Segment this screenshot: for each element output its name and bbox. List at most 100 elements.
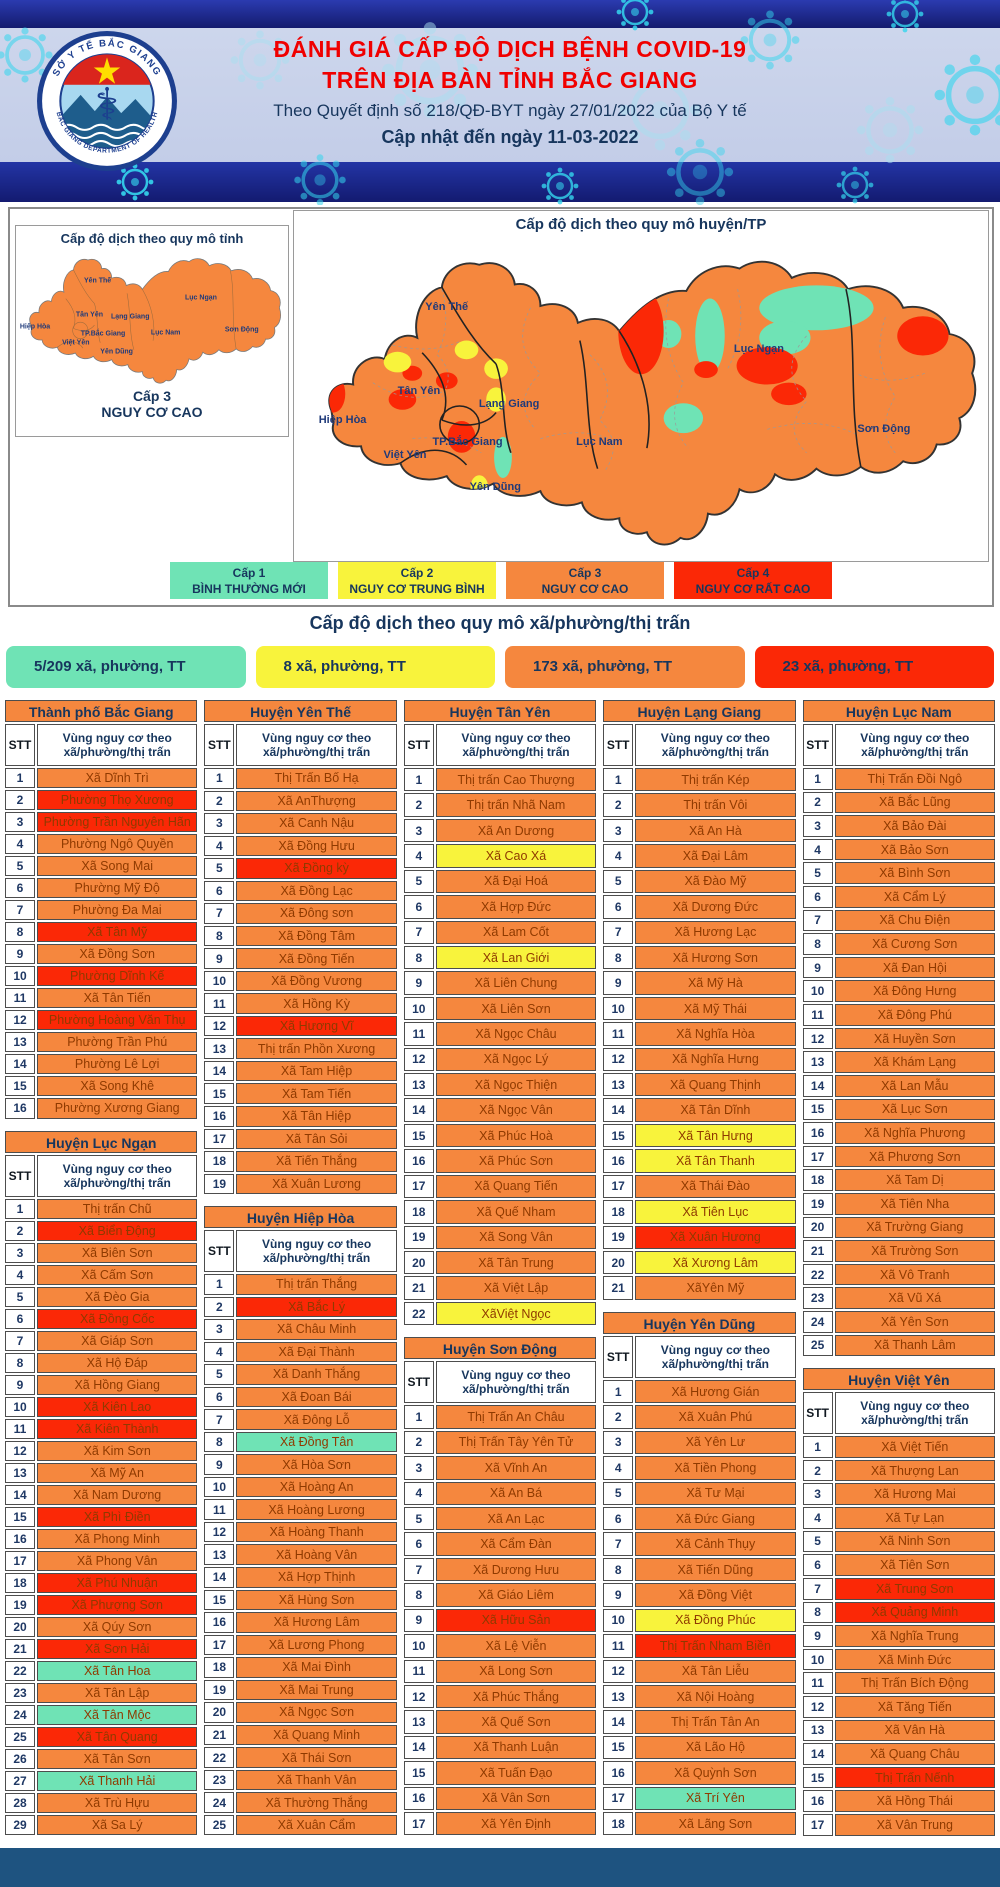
commune-cell: Xã Tân Tiến bbox=[37, 988, 198, 1009]
stt-cell: 19 bbox=[802, 1192, 833, 1215]
legend-level-2-desc: NGUY CƠ TRUNG BÌNH bbox=[349, 581, 485, 596]
table-row: 15 Xã Phì Điền bbox=[5, 1506, 198, 1527]
table-row: 16 Xã Tân Thanh bbox=[603, 1149, 796, 1173]
district-table: Huyện Lạng Giang STT Vùng nguy cơ theo xã/… bbox=[603, 700, 796, 1300]
table-row: 5 Xã Đại Hoá bbox=[403, 869, 597, 894]
commune-cell: Xã Quang Tiến bbox=[435, 1174, 597, 1199]
table-row: 13 Phường Trần Phú bbox=[5, 1032, 198, 1053]
province-level-desc: NGUY CƠ CAO bbox=[101, 404, 203, 420]
table-row: 21 Xã Sơn Hải bbox=[5, 1639, 198, 1660]
commune-cell: Xã Phương Sơn bbox=[834, 1145, 995, 1168]
commune-cell: Xã Xuân Lương bbox=[236, 1173, 397, 1195]
stt-cell: 17 bbox=[603, 1174, 634, 1199]
table-row: 2 Xã Bắc Lý bbox=[204, 1296, 397, 1318]
table-row: 11 Xã Hoàng Lương bbox=[204, 1499, 397, 1520]
table-rows: 1 Thị trấn Thắng 2 Xã Bắc Lý 3 Xã Châu Minh 4 X… bbox=[204, 1274, 397, 1836]
stt-cell: 1 bbox=[403, 768, 434, 792]
summary-badge-level-2: 8 xã, phường, TT bbox=[255, 646, 495, 688]
commune-cell: Xã Thượng Lan bbox=[834, 1459, 995, 1482]
table-row: 7 Xã Lam Cốt bbox=[403, 920, 597, 944]
commune-cell: Xã Long Sơn bbox=[435, 1659, 597, 1683]
commune-cell: Xã Chu Điện bbox=[834, 909, 995, 932]
stt-cell: 10 bbox=[603, 996, 634, 1021]
commune-cell: Xã Việt Lập bbox=[435, 1276, 597, 1300]
commune-cell: Xã Nghĩa Hưng bbox=[635, 1047, 796, 1072]
table-row: 6 Xã Đồng Cốc bbox=[5, 1308, 198, 1329]
stt-header-cell: STT bbox=[802, 724, 833, 766]
table-row: 5 Xã Ninh Sơn bbox=[802, 1530, 995, 1553]
district-table: Huyện Hiệp Hòa STT Vùng nguy cơ theo xã/ph… bbox=[204, 1206, 397, 1836]
table-row: 11 Xã Nghĩa Hòa bbox=[603, 1022, 796, 1046]
table-row: 13 Xã Quang Thịnh bbox=[603, 1073, 796, 1097]
commune-cell: Xã Xương Lâm bbox=[635, 1251, 796, 1275]
stt-cell: 1 bbox=[403, 1405, 434, 1429]
table-row: 3 Xã An Hà bbox=[603, 818, 796, 843]
district-table-header: Huyện Tân Yên bbox=[403, 700, 597, 722]
commune-cell: Xã Tân Hoa bbox=[37, 1661, 198, 1682]
commune-cell: Thị Trấn Nham Biền bbox=[635, 1634, 796, 1658]
table-row: 9 Xã Nghĩa Trung bbox=[802, 1625, 995, 1647]
stt-cell: 9 bbox=[403, 971, 434, 995]
table-row: 3 Xã Hương Mai bbox=[802, 1483, 995, 1506]
table-row: 16 Xã Vân Sơn bbox=[403, 1786, 597, 1811]
commune-cell: Xã Quế Sơn bbox=[435, 1710, 597, 1734]
commune-cell: Xã Đan Hội bbox=[834, 956, 995, 979]
table-subheader-row: STT Vùng nguy cơ theo xã/phường/thị trấn bbox=[603, 724, 796, 766]
commune-cell: Xã Nam Dương bbox=[37, 1484, 198, 1505]
commune-cell: Xã Đồng Hưu bbox=[236, 835, 397, 857]
stt-cell: 4 bbox=[802, 1507, 833, 1529]
stt-cell: 3 bbox=[204, 813, 235, 834]
stt-cell: 7 bbox=[204, 1409, 235, 1430]
stt-cell: 22 bbox=[204, 1747, 235, 1768]
district-table: Huyện Yên Thế STT Vùng nguy cơ theo xã/phư… bbox=[204, 700, 397, 1195]
subtitle: Theo Quyết định số 218/QĐ-BYT ngày 27/01… bbox=[273, 101, 747, 120]
table-row: 5 Xã Danh Thắng bbox=[204, 1364, 397, 1385]
stt-cell: 23 bbox=[5, 1683, 35, 1704]
commune-cell: Xã Trù Hựu bbox=[37, 1793, 198, 1814]
commune-cell: Xã Hoàng Vân bbox=[236, 1544, 397, 1565]
stt-cell: 12 bbox=[603, 1659, 634, 1683]
commune-cell: Xã Hợp Thịnh bbox=[236, 1567, 397, 1588]
table-row: 20 Xã Ngọc Sơn bbox=[204, 1702, 397, 1723]
commune-cell: Xã Hữu Sản bbox=[435, 1608, 597, 1633]
commune-cell: Xã Thường Thắng bbox=[236, 1792, 397, 1813]
stt-cell: 13 bbox=[802, 1051, 833, 1073]
commune-cell: Xã Đồng Tiến bbox=[236, 948, 397, 969]
table-row: 3 Xã Vĩnh An bbox=[403, 1456, 597, 1480]
commune-cell: Xã An Dương bbox=[435, 818, 597, 843]
stt-cell: 19 bbox=[204, 1679, 235, 1701]
district-table-header: Huyện Yên Thế bbox=[204, 700, 397, 722]
commune-cell: Thị Trấn Bích Động bbox=[834, 1672, 995, 1694]
svg-text:⚕: ⚕ bbox=[95, 78, 119, 130]
commune-cell: Phường Mỹ Độ bbox=[37, 878, 198, 899]
stt-cell: 7 bbox=[403, 920, 434, 944]
table-row: 1 Thị trấn Thắng bbox=[204, 1274, 397, 1295]
stt-cell: 15 bbox=[5, 1506, 35, 1527]
stt-cell: 2 bbox=[603, 793, 634, 817]
commune-cell: Xã Hoàng An bbox=[236, 1476, 397, 1498]
table-row: 10 Xã Đồng Phúc bbox=[603, 1608, 796, 1633]
legend-level-2-label: Cấp 2 bbox=[400, 565, 434, 580]
commune-cell: Xã Lão Hộ bbox=[635, 1735, 796, 1760]
commune-cell: Xã Châu Minh bbox=[236, 1319, 397, 1340]
table-rows: 1 Thị Trấn Đồi Ngô 2 Xã Bắc Lũng 3 Xã Bảo Đài… bbox=[802, 768, 995, 1357]
table-row: 4 Xã Đại Thành bbox=[204, 1341, 397, 1363]
stt-cell: 6 bbox=[5, 1308, 35, 1329]
stt-cell: 22 bbox=[403, 1301, 434, 1326]
stt-cell: 8 bbox=[5, 922, 35, 943]
commune-cell: Xã Đại Thành bbox=[236, 1341, 397, 1363]
commune-cell: Xã Bắc Lý bbox=[236, 1296, 397, 1318]
commune-cell: Phường Xương Giang bbox=[37, 1098, 198, 1119]
table-row: 14 Xã Thanh Luận bbox=[403, 1735, 597, 1760]
province-map-title: Cấp độ dịch theo quy mô tỉnh bbox=[60, 231, 244, 246]
stt-cell: 3 bbox=[403, 1456, 434, 1480]
commune-cell: Xã Tăng Tiến bbox=[834, 1695, 995, 1718]
table-row: 12 Xã Kim Sơn bbox=[5, 1440, 198, 1461]
table-row: 2 Xã AnThượng bbox=[204, 790, 397, 812]
commune-cell: Xã Tiên Nha bbox=[834, 1192, 995, 1215]
table-row: 3 Xã Canh Nậu bbox=[204, 813, 397, 834]
table-row: 27 Xã Thanh Hải bbox=[5, 1771, 198, 1792]
stt-cell: 29 bbox=[5, 1815, 35, 1836]
table-row: 6 Phường Mỹ Độ bbox=[5, 878, 198, 899]
stt-cell: 17 bbox=[802, 1813, 833, 1836]
